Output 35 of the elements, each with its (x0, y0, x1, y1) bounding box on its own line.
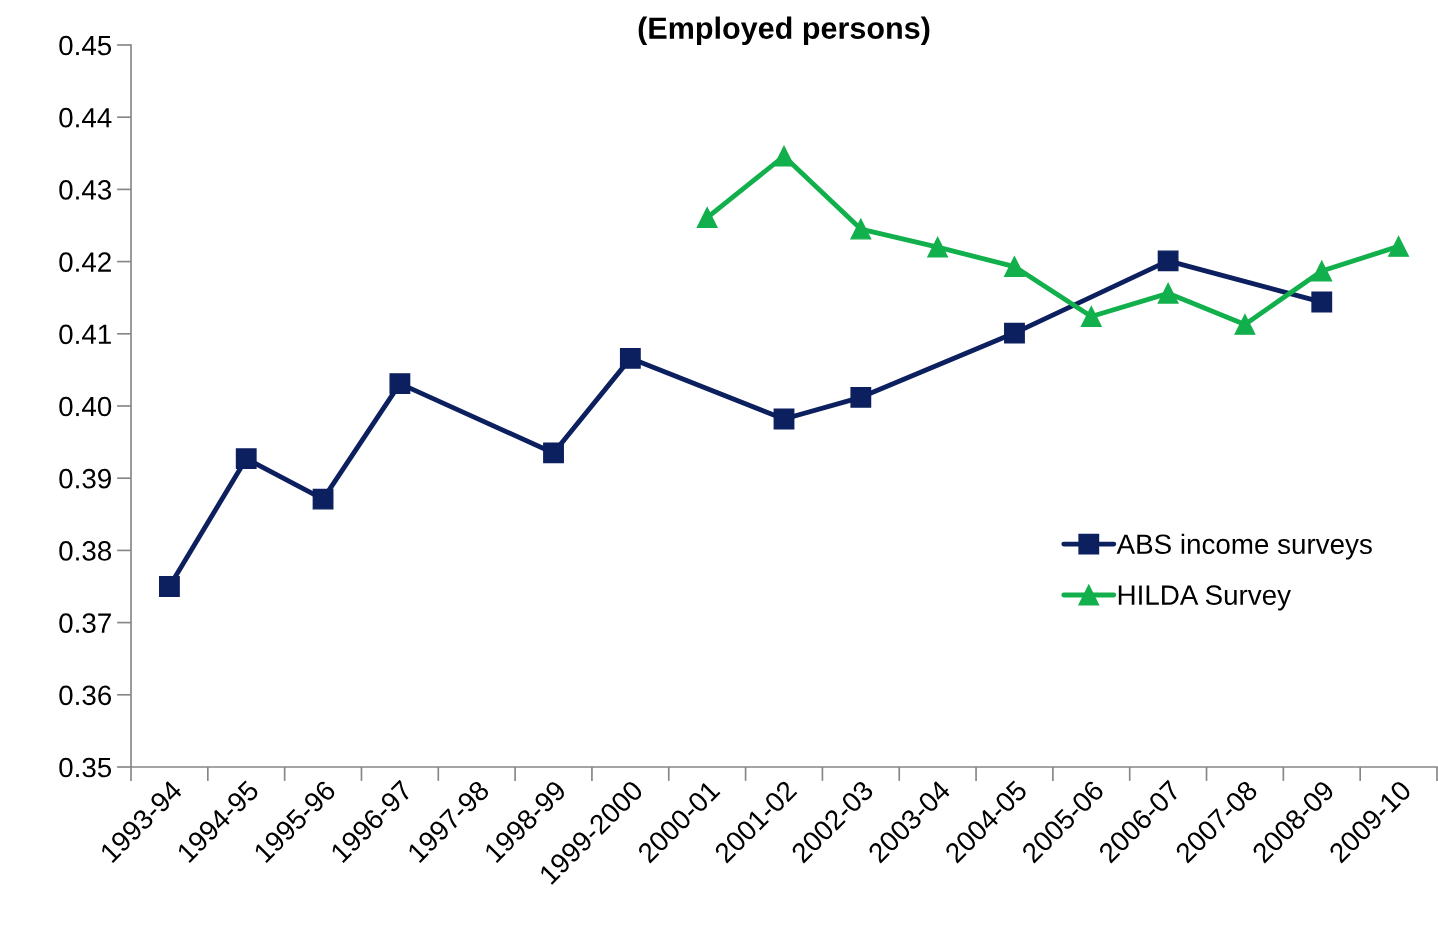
y-tick-label: 0.44 (59, 107, 112, 128)
point (773, 408, 795, 430)
point (543, 442, 564, 464)
point (1004, 322, 1025, 344)
point (1311, 260, 1333, 282)
legend-label: ABS income surveys (1116, 533, 1372, 560)
point (619, 347, 641, 369)
y-tick-label: 0.42 (59, 252, 111, 272)
y-tick-label: 0.39 (59, 468, 111, 489)
point (927, 236, 949, 258)
point (850, 386, 872, 408)
point (389, 373, 411, 395)
point (235, 448, 257, 470)
y-tick-label: 0.37 (59, 613, 111, 633)
point (1311, 291, 1333, 313)
y-tick-label: 0.38 (59, 541, 112, 561)
point (696, 207, 718, 228)
y-tick-label: 0.41 (59, 324, 111, 345)
point (1388, 236, 1410, 257)
y-tick-label: 0.45 (59, 35, 112, 56)
y-tick-label: 0.35 (59, 757, 112, 778)
point (1157, 282, 1179, 304)
y-tick-label: 0.40 (59, 396, 112, 417)
y-tick-label: 0.36 (59, 685, 112, 706)
point (773, 145, 795, 167)
point (850, 218, 872, 240)
point (1234, 313, 1256, 335)
point (1157, 250, 1179, 272)
legend-label: HILDA Survey (1118, 585, 1291, 611)
point (312, 488, 334, 510)
point (1004, 256, 1025, 278)
y-tick-label: 0.43 (59, 180, 112, 200)
point (158, 576, 180, 597)
chart-title: (Employed persons) (638, 16, 930, 45)
point (1080, 306, 1102, 327)
